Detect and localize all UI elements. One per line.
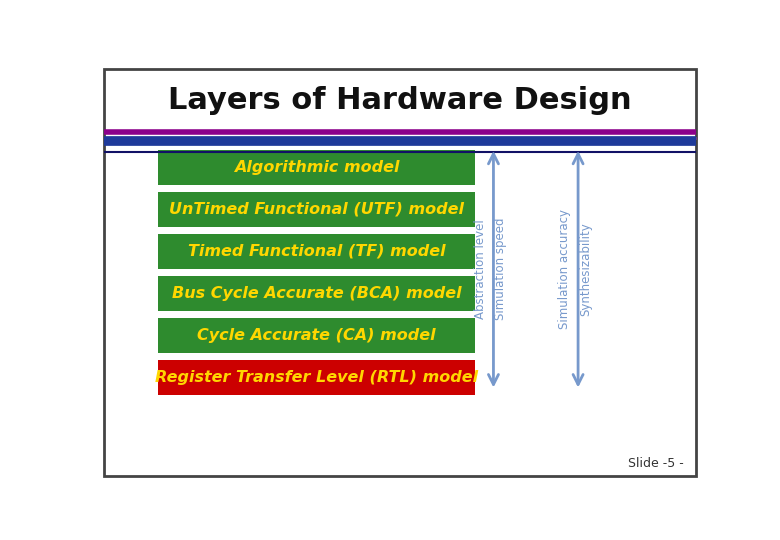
Text: Cycle Accurate (CA) model: Cycle Accurate (CA) model [197, 328, 436, 343]
Bar [158, 276, 475, 310]
Bar [158, 318, 475, 353]
Bar [158, 192, 475, 227]
Text: Algorithmic model: Algorithmic model [234, 160, 399, 175]
Bar [158, 360, 475, 395]
Text: UnTimed Functional (UTF) model: UnTimed Functional (UTF) model [169, 202, 464, 217]
Text: Simulation accuracy: Simulation accuracy [558, 209, 571, 329]
Text: Synthesizability: Synthesizability [579, 222, 592, 316]
Text: Register Transfer Level (RTL) model: Register Transfer Level (RTL) model [155, 370, 478, 385]
Bar [158, 234, 475, 268]
Text: Abstraction level: Abstraction level [473, 219, 487, 319]
Text: Simulation speed: Simulation speed [495, 218, 507, 320]
Text: Layers of Hardware Design: Layers of Hardware Design [168, 86, 632, 114]
Bar [158, 150, 475, 185]
Text: Bus Cycle Accurate (BCA) model: Bus Cycle Accurate (BCA) model [172, 286, 462, 301]
Text: Slide -5 -: Slide -5 - [628, 457, 684, 470]
Text: Timed Functional (TF) model: Timed Functional (TF) model [188, 244, 445, 259]
